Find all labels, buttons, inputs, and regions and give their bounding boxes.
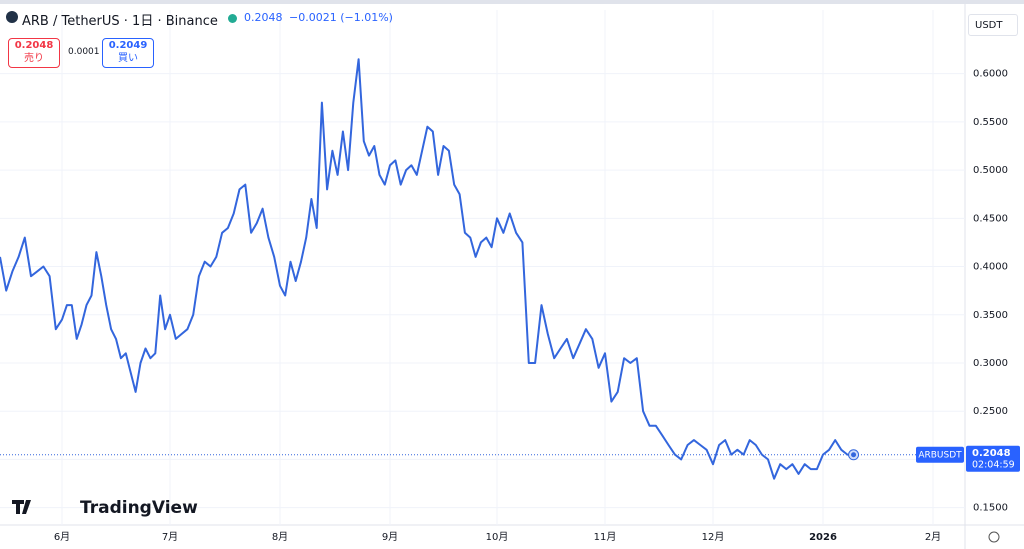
x-tick-label: 2月 xyxy=(925,531,941,543)
y-tick-label: 0.4500 xyxy=(973,213,1008,224)
spread: 0.0001 xyxy=(68,47,100,57)
x-tick-label: 10月 xyxy=(486,531,509,543)
y-tick-label: 0.6000 xyxy=(973,69,1008,80)
grid xyxy=(0,10,965,525)
series-name: ARBUSDT xyxy=(918,450,962,460)
y-tick-label: 0.4000 xyxy=(973,262,1008,273)
price-badge xyxy=(966,445,1020,472)
sell-button[interactable]: 0.2048 売り xyxy=(8,38,60,68)
top-bar xyxy=(0,0,1024,4)
x-tick-label: 6月 xyxy=(54,531,70,543)
y-tick-label: 0.3000 xyxy=(973,358,1008,369)
y-tick-label: 0.3500 xyxy=(973,310,1008,321)
x-tick-label: 2026 xyxy=(809,532,837,543)
plot xyxy=(0,58,965,480)
last-price: 0.2048 xyxy=(244,11,283,24)
y-tick-label: 0.5000 xyxy=(973,165,1008,176)
buy-label: 買い xyxy=(118,53,138,64)
y-tick-label: 0.2500 xyxy=(973,406,1008,417)
y-tick-label: 0.5500 xyxy=(973,117,1008,128)
x-tick-label: 12月 xyxy=(702,531,725,543)
logo-icon xyxy=(12,500,36,514)
currency-selector[interactable]: USDT xyxy=(968,14,1018,36)
currency: USDT xyxy=(975,20,1003,31)
series-name-badge xyxy=(916,446,964,463)
x-tick-label: 8月 xyxy=(272,531,288,543)
logo-text: TradingView xyxy=(80,498,198,518)
buy-price: 0.2049 xyxy=(108,40,148,51)
price-line xyxy=(0,58,854,480)
countdown: 02:04:59 xyxy=(972,459,1015,470)
status-dot xyxy=(228,12,237,26)
symbol-icon xyxy=(6,11,18,26)
x-tick-label: 9月 xyxy=(382,531,398,543)
sell-price: 0.2048 xyxy=(14,40,54,51)
last-point xyxy=(851,452,857,458)
x-tick-label: 11月 xyxy=(594,531,617,543)
price-label: 0.2048 xyxy=(972,448,1011,459)
symbol-title: ARB / TetherUS · 1日 · Binance xyxy=(22,14,218,29)
x-tick-label: 7月 xyxy=(162,531,178,543)
buy-button[interactable]: 0.2049 買い xyxy=(102,38,154,68)
y-tick-label: 0.1500 xyxy=(973,503,1008,514)
settings-icon[interactable] xyxy=(988,531,1000,543)
sell-label: 売り xyxy=(24,53,44,64)
price-change: −0.0021 (−1.01%) xyxy=(289,11,393,24)
